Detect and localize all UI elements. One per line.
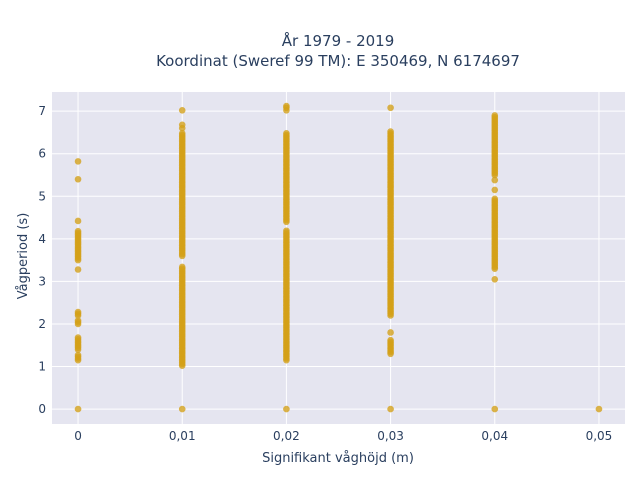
data-point (178, 405, 186, 413)
data-point (74, 158, 82, 165)
x-tick-label: 0,05 (586, 429, 613, 443)
chart-title-line2: Koordinat (Sweref 99 TM): E 350469, N 61… (156, 52, 520, 70)
y-tick-label: 5 (38, 189, 46, 203)
data-point (387, 128, 394, 135)
data-point (74, 334, 82, 341)
data-point (74, 405, 82, 413)
data-point (283, 102, 290, 110)
data-point (74, 217, 82, 225)
data-point (387, 405, 394, 413)
x-tick-label: 0 (74, 429, 82, 443)
data-point (491, 112, 499, 119)
data-point (387, 329, 394, 336)
data-point (74, 351, 82, 359)
data-point (178, 263, 186, 271)
y-tick-label: 1 (38, 360, 46, 374)
data-point (387, 104, 394, 112)
y-tick-label: 3 (38, 274, 46, 288)
plot-area (52, 92, 625, 424)
gridlines (52, 92, 625, 424)
y-tick-label: 6 (38, 147, 46, 161)
data-point (491, 195, 499, 203)
x-tick-label: 0,01 (169, 429, 196, 443)
data-point (491, 275, 499, 283)
data-point (178, 129, 186, 137)
y-tick-label: 0 (38, 402, 46, 416)
data-points (74, 102, 603, 413)
data-point (178, 121, 186, 129)
data-point (491, 405, 499, 413)
data-point (74, 266, 82, 273)
data-point (387, 336, 394, 344)
data-point (178, 107, 186, 114)
data-point (74, 227, 82, 235)
x-tick-label: 0,02 (273, 429, 300, 443)
data-point (74, 175, 82, 183)
x-tick-label: 0,04 (481, 429, 508, 443)
y-tick-label: 2 (38, 317, 46, 331)
data-point (283, 129, 290, 137)
data-point (283, 405, 290, 413)
x-axis-title: Signifikant våghöjd (m) (262, 451, 414, 466)
data-point (491, 176, 499, 184)
x-tick-label: 0,03 (377, 429, 404, 443)
data-point (491, 186, 499, 194)
tick-labels: 0 0,01 0,02 0,03 0,04 0,05 0 1 2 3 4 5 6 7 (38, 104, 612, 443)
data-point (74, 317, 82, 324)
data-point (283, 227, 290, 235)
data-point (74, 308, 82, 316)
chart-title-line1: År 1979 - 2019 (282, 31, 395, 50)
y-tick-label: 4 (38, 232, 46, 246)
y-axis-title: Vågperiod (s) (16, 213, 31, 300)
data-point (595, 405, 603, 413)
y-tick-label: 7 (38, 104, 46, 118)
